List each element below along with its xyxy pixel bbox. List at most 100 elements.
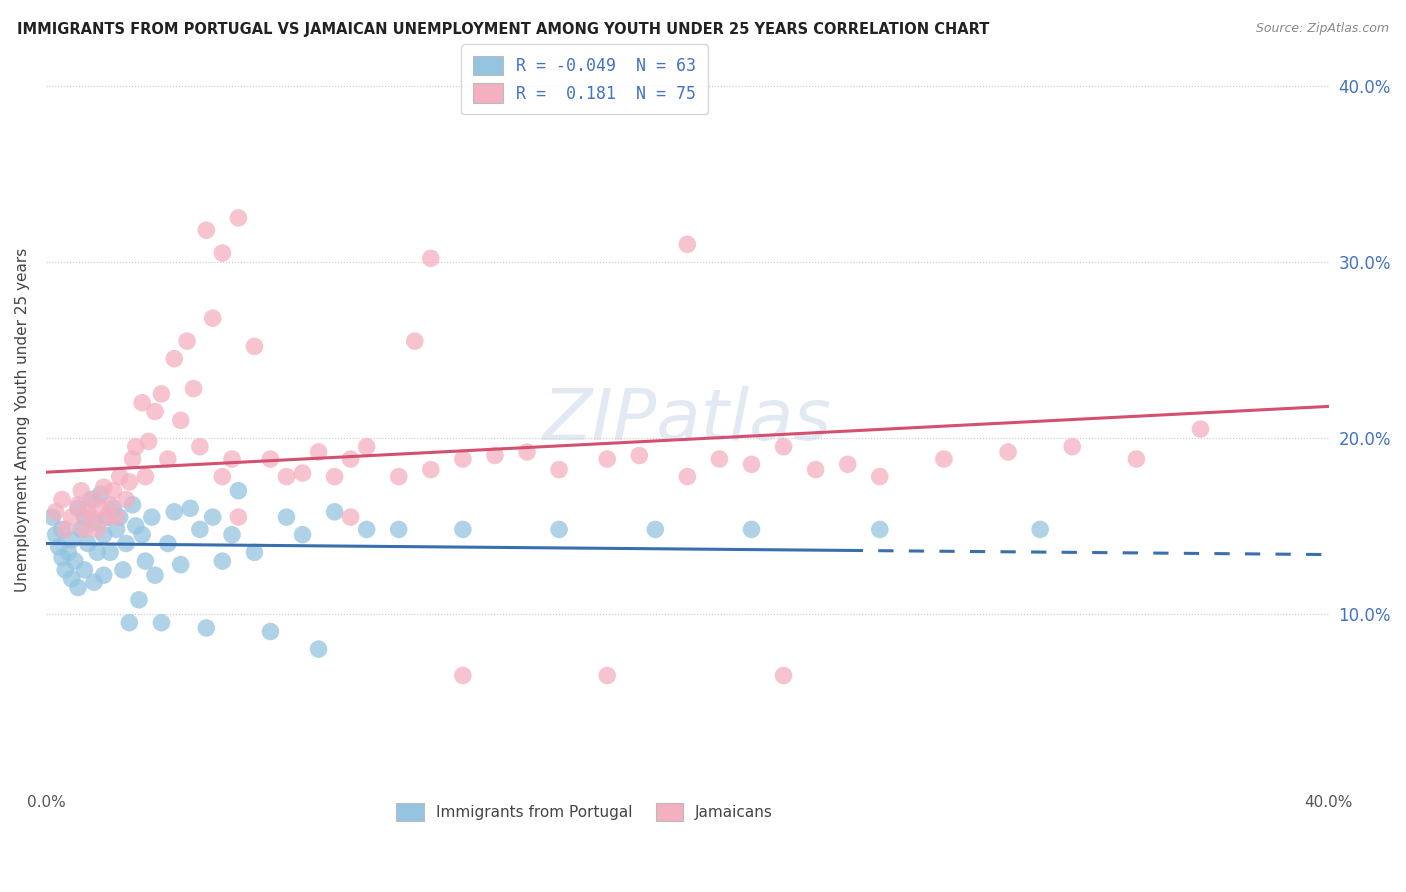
Point bbox=[51, 550, 73, 565]
Point bbox=[211, 246, 233, 260]
Point bbox=[869, 469, 891, 483]
Point bbox=[70, 523, 93, 537]
Point bbox=[323, 505, 346, 519]
Point bbox=[143, 568, 166, 582]
Point bbox=[73, 523, 96, 537]
Point bbox=[772, 440, 794, 454]
Point bbox=[339, 452, 361, 467]
Point bbox=[118, 615, 141, 630]
Point bbox=[63, 554, 86, 568]
Point bbox=[163, 351, 186, 366]
Point bbox=[259, 452, 281, 467]
Point bbox=[51, 523, 73, 537]
Point bbox=[259, 624, 281, 639]
Point bbox=[548, 462, 571, 476]
Point bbox=[80, 510, 103, 524]
Point bbox=[121, 498, 143, 512]
Point bbox=[51, 492, 73, 507]
Point bbox=[105, 523, 128, 537]
Point bbox=[96, 510, 118, 524]
Point bbox=[60, 572, 83, 586]
Point bbox=[103, 483, 125, 498]
Point bbox=[276, 510, 298, 524]
Point bbox=[339, 510, 361, 524]
Point bbox=[804, 462, 827, 476]
Point bbox=[596, 668, 619, 682]
Point bbox=[484, 449, 506, 463]
Point bbox=[388, 523, 411, 537]
Point bbox=[115, 536, 138, 550]
Point bbox=[276, 469, 298, 483]
Point bbox=[195, 223, 218, 237]
Point bbox=[356, 440, 378, 454]
Point bbox=[138, 434, 160, 449]
Point bbox=[932, 452, 955, 467]
Point bbox=[93, 527, 115, 541]
Point bbox=[70, 483, 93, 498]
Point bbox=[108, 469, 131, 483]
Y-axis label: Unemployment Among Youth under 25 years: Unemployment Among Youth under 25 years bbox=[15, 248, 30, 592]
Point bbox=[86, 545, 108, 559]
Point bbox=[869, 523, 891, 537]
Point bbox=[179, 501, 201, 516]
Point bbox=[243, 545, 266, 559]
Point bbox=[105, 510, 128, 524]
Point bbox=[89, 487, 111, 501]
Point bbox=[73, 563, 96, 577]
Point bbox=[45, 527, 67, 541]
Point bbox=[308, 445, 330, 459]
Point bbox=[73, 510, 96, 524]
Point bbox=[98, 545, 121, 559]
Point bbox=[108, 510, 131, 524]
Point bbox=[98, 498, 121, 512]
Point bbox=[1125, 452, 1147, 467]
Point bbox=[41, 510, 63, 524]
Point bbox=[150, 387, 173, 401]
Point bbox=[772, 668, 794, 682]
Point bbox=[134, 469, 156, 483]
Point bbox=[125, 519, 148, 533]
Point bbox=[195, 621, 218, 635]
Point bbox=[837, 458, 859, 472]
Point bbox=[103, 501, 125, 516]
Point bbox=[676, 469, 699, 483]
Point bbox=[211, 554, 233, 568]
Point bbox=[67, 498, 90, 512]
Point bbox=[516, 445, 538, 459]
Point bbox=[128, 592, 150, 607]
Text: IMMIGRANTS FROM PORTUGAL VS JAMAICAN UNEMPLOYMENT AMONG YOUTH UNDER 25 YEARS COR: IMMIGRANTS FROM PORTUGAL VS JAMAICAN UNE… bbox=[17, 22, 990, 37]
Point bbox=[676, 237, 699, 252]
Point bbox=[60, 533, 83, 547]
Point bbox=[45, 505, 67, 519]
Point bbox=[48, 540, 70, 554]
Point bbox=[628, 449, 651, 463]
Point bbox=[201, 311, 224, 326]
Point bbox=[169, 558, 191, 572]
Point bbox=[228, 211, 250, 225]
Point bbox=[93, 480, 115, 494]
Point bbox=[111, 563, 134, 577]
Point bbox=[404, 334, 426, 348]
Point bbox=[451, 668, 474, 682]
Point bbox=[1189, 422, 1212, 436]
Point bbox=[323, 469, 346, 483]
Point bbox=[548, 523, 571, 537]
Point bbox=[143, 404, 166, 418]
Point bbox=[156, 536, 179, 550]
Point bbox=[163, 505, 186, 519]
Point bbox=[188, 440, 211, 454]
Point bbox=[291, 527, 314, 541]
Point bbox=[83, 575, 105, 590]
Point bbox=[243, 339, 266, 353]
Point bbox=[131, 527, 153, 541]
Text: Source: ZipAtlas.com: Source: ZipAtlas.com bbox=[1256, 22, 1389, 36]
Point bbox=[211, 469, 233, 483]
Point bbox=[221, 527, 243, 541]
Point bbox=[176, 334, 198, 348]
Point bbox=[60, 510, 83, 524]
Point bbox=[596, 452, 619, 467]
Point bbox=[141, 510, 163, 524]
Point bbox=[96, 510, 118, 524]
Point bbox=[419, 252, 441, 266]
Point bbox=[131, 395, 153, 409]
